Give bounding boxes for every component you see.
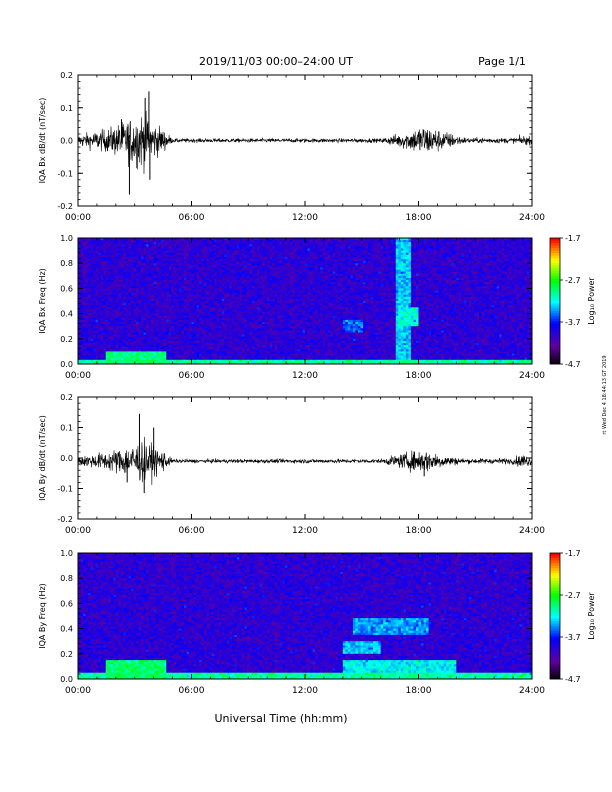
bx-dbdt-ytick-label: 0.1 (60, 104, 73, 113)
page-number: Page 1/1 (478, 55, 526, 68)
x-axis-label: Universal Time (hh:mm) (215, 712, 348, 725)
bx-dbdt-xtick-label: 06:00 (179, 213, 205, 223)
panels: 00:00 06:00 12:00 18:00 24:00 0.2 0.1 0.0 -0.1 -0… (38, 71, 596, 696)
figure-canvas: 2019/11/03 00:00–24:00 UT Page 1/1 Unive… (0, 0, 612, 792)
bx-dbdt-ytick-label: 0.2 (60, 71, 73, 80)
bx-dbdt-ytick-label: 0.0 (60, 137, 73, 146)
bx-dbdt-xtick-label: 24:00 (519, 213, 545, 223)
bx-dbdt-ytick-label: -0.2 (57, 202, 73, 211)
figure-page: 2019/11/03 00:00–24:00 UT Page 1/1 Unive… (0, 0, 612, 792)
bx-dbdt-ytick-label: -0.1 (57, 169, 73, 178)
bx-dbdt-xtick-label: 00:00 (65, 213, 91, 223)
bx-dbdt-xtick-label: 18:00 (406, 213, 432, 223)
bx-dbdt-trace (78, 111, 532, 174)
timestamp-note: rt Wed Dec 4 18:44:13 GT 2019 (602, 355, 608, 434)
bx-dbdt-ylabel: IQA Bx dB/dt (nT/sec) (38, 98, 47, 184)
figure-title: 2019/11/03 00:00–24:00 UT (199, 55, 353, 68)
bx-dbdt-xtick-label: 12:00 (292, 213, 318, 223)
